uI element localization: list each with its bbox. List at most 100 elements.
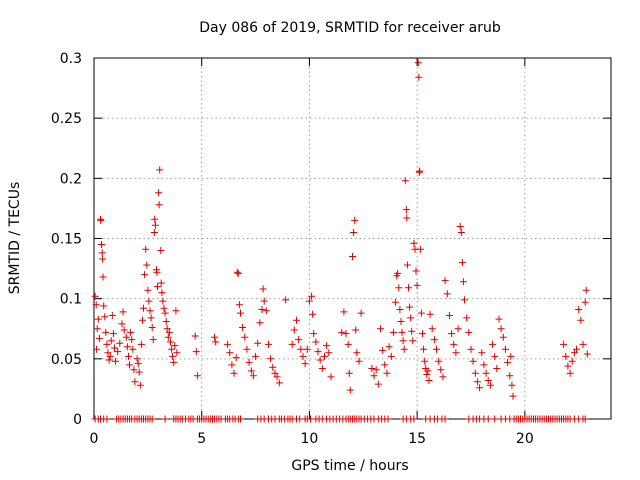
data-point — [148, 415, 156, 423]
data-point — [94, 315, 102, 323]
data-point — [163, 325, 171, 333]
data-point — [374, 380, 382, 388]
data-point — [370, 372, 378, 380]
data-point — [340, 308, 348, 316]
y-tick-label: 0 — [73, 412, 82, 428]
data-point — [243, 345, 251, 353]
data-point — [419, 330, 426, 338]
data-point — [318, 365, 326, 372]
data-point — [109, 330, 117, 338]
data-point — [305, 297, 313, 305]
data-point — [127, 328, 135, 336]
data-point — [105, 356, 113, 364]
data-point — [445, 312, 453, 319]
data-point — [346, 386, 354, 394]
data-point — [476, 384, 484, 392]
data-point — [410, 239, 418, 247]
data-point — [241, 333, 249, 341]
data-point — [126, 361, 133, 369]
data-point — [403, 214, 411, 222]
data-point — [507, 352, 515, 360]
data-point — [499, 333, 507, 341]
data-point — [164, 333, 172, 341]
grid-lines — [94, 58, 611, 419]
data-points — [91, 59, 591, 423]
data-point — [156, 166, 164, 174]
data-point — [101, 313, 109, 321]
data-point — [142, 245, 150, 253]
data-point — [489, 340, 496, 348]
data-point — [288, 340, 296, 348]
data-point — [139, 316, 146, 324]
data-point — [581, 415, 589, 423]
data-point — [99, 255, 107, 263]
data-point — [159, 297, 167, 305]
y-tick-label: 0.25 — [51, 111, 82, 127]
data-point — [135, 368, 143, 376]
data-point — [395, 284, 403, 292]
x-tick-label: 20 — [516, 431, 534, 447]
data-point — [425, 377, 433, 384]
data-point — [372, 366, 380, 374]
data-point — [409, 337, 417, 345]
data-point — [98, 241, 105, 248]
data-point — [349, 253, 356, 260]
data-point — [192, 348, 200, 356]
y-tick-label: 0.15 — [51, 232, 82, 248]
data-point — [400, 345, 408, 353]
data-point — [191, 332, 199, 340]
data-point — [426, 310, 434, 318]
data-point — [482, 369, 490, 377]
data-point — [389, 328, 397, 336]
data-point — [377, 325, 384, 333]
data-point — [151, 221, 159, 229]
data-point — [473, 378, 481, 386]
data-point — [454, 325, 462, 333]
data-point — [259, 285, 267, 293]
data-point — [325, 349, 333, 357]
data-point — [448, 330, 456, 338]
data-point — [169, 352, 177, 360]
y-tick-label: 0.3 — [60, 51, 82, 67]
data-point — [480, 361, 488, 369]
data-point — [416, 167, 424, 175]
data-point — [430, 336, 438, 344]
data-point — [420, 345, 428, 353]
data-point — [452, 349, 460, 357]
data-point — [564, 362, 572, 370]
data-point — [312, 338, 320, 346]
data-point — [95, 334, 103, 342]
data-point — [141, 271, 149, 279]
data-point — [355, 357, 363, 365]
data-point — [256, 319, 264, 327]
data-point — [237, 415, 244, 423]
data-point — [104, 349, 112, 357]
data-point — [352, 326, 360, 334]
data-point — [323, 342, 331, 350]
data-point — [413, 281, 421, 289]
data-point — [133, 355, 141, 363]
data-point — [484, 377, 492, 384]
data-point — [381, 361, 389, 369]
data-point — [408, 327, 416, 335]
data-point — [91, 292, 99, 300]
data-point — [321, 352, 328, 360]
data-point — [394, 269, 402, 277]
data-point — [224, 340, 232, 348]
data-point — [125, 352, 132, 360]
data-point — [129, 345, 137, 353]
data-point — [154, 283, 161, 291]
data-point — [433, 345, 440, 353]
data-point — [157, 279, 165, 287]
x-axis-label: GPS time / hours — [291, 458, 408, 474]
data-point — [560, 340, 568, 348]
data-point — [344, 340, 352, 348]
data-point — [573, 345, 580, 353]
data-point — [100, 302, 108, 310]
data-point — [237, 309, 244, 317]
data-point — [269, 363, 277, 371]
data-point — [458, 259, 466, 267]
data-point — [158, 289, 166, 297]
data-point — [155, 201, 163, 209]
